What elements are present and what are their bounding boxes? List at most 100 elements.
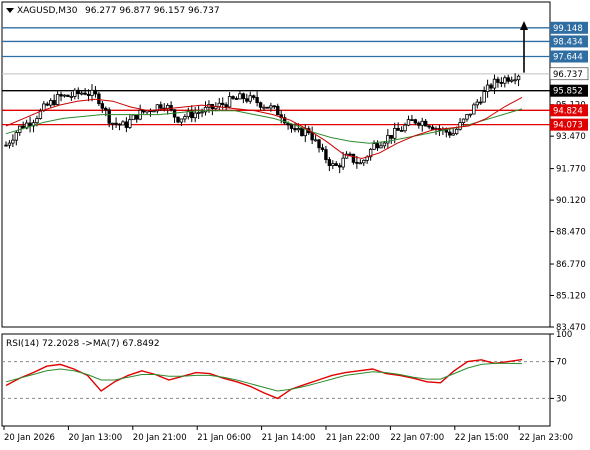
candle-body	[24, 122, 29, 129]
candle-body	[110, 122, 115, 125]
x-tick-label: 22 Jan 15:00	[455, 433, 509, 443]
candle-body	[423, 120, 428, 127]
candle-body	[121, 121, 125, 126]
candle-body	[196, 112, 201, 114]
x-tick-label: 21 Jan 22:00	[326, 433, 380, 443]
arrow-head	[520, 20, 528, 30]
candle-body	[55, 94, 60, 106]
candle-body	[348, 153, 352, 156]
candle-body	[403, 124, 407, 132]
candle-body	[104, 107, 108, 111]
candle-body	[406, 119, 411, 126]
candle-body	[344, 153, 349, 159]
level-badge	[550, 50, 588, 63]
y-tick-label: 93.470	[556, 132, 586, 142]
level-badge-label: 95.852	[553, 87, 583, 97]
candle-body	[28, 122, 32, 127]
current-price-badge	[549, 67, 589, 81]
level-badge-label: 98.434	[553, 37, 583, 47]
candle-body	[417, 122, 421, 126]
level-badge-label: 97.644	[553, 53, 583, 63]
candle-body	[324, 149, 328, 160]
level-badge	[550, 21, 588, 34]
candle-body	[159, 104, 163, 109]
current-price-label: 96.737	[553, 70, 583, 80]
candle-body	[503, 77, 507, 84]
level-badge-label: 94.824	[553, 106, 583, 116]
candle-body	[124, 121, 129, 128]
candle-body	[7, 142, 12, 146]
candle-body	[11, 139, 15, 144]
level-badge	[550, 104, 588, 117]
candle-body	[389, 135, 393, 139]
candle-body	[296, 128, 301, 131]
y-tick-label: 88.470	[556, 228, 586, 238]
up-arrow-icon[interactable]	[520, 20, 528, 73]
candle-body	[193, 112, 197, 119]
level-badge-label: 99.148	[553, 24, 583, 34]
candle-body	[458, 122, 462, 130]
candlesticks	[4, 73, 521, 174]
candle-body	[276, 105, 280, 116]
candle-body	[393, 127, 397, 139]
candle-body	[45, 103, 49, 106]
y-tick-label: 91.770	[556, 165, 586, 175]
candle-body	[289, 124, 294, 129]
rsi-series-line	[5, 362, 523, 392]
candle-body	[35, 118, 39, 124]
candle-body	[203, 106, 208, 113]
candle-body	[420, 120, 424, 126]
x-tick-label: 20 Jan 13:00	[68, 433, 122, 443]
candle-body	[461, 118, 466, 124]
candle-body	[485, 84, 490, 92]
candle-body	[334, 163, 338, 166]
candle-body	[355, 161, 359, 164]
y-tick-label: 85.120	[556, 292, 586, 302]
candle-body	[251, 95, 256, 98]
candle-body	[86, 93, 91, 96]
candle-body	[245, 98, 249, 102]
price-badges: 99.148 98.434 97.644 95.852 94.824 94.073 96.7…	[549, 21, 589, 131]
candle-body	[310, 132, 314, 141]
candle-body	[372, 143, 376, 150]
candle-body	[262, 106, 266, 109]
candle-body	[97, 93, 101, 105]
candle-body	[93, 89, 98, 95]
x-tick-label: 21 Jan 06:00	[197, 433, 251, 443]
candle-body	[496, 78, 500, 83]
triangle-down-icon[interactable]	[6, 8, 14, 13]
candle-body	[200, 111, 204, 114]
candle-body	[265, 106, 270, 109]
candle-body	[169, 105, 173, 111]
candle-body	[52, 100, 56, 106]
candle-body	[317, 139, 321, 149]
candle-body	[320, 147, 325, 150]
rsi-series-line	[5, 358, 523, 400]
candle-body	[337, 165, 342, 168]
candle-body	[272, 105, 277, 108]
candle-body	[217, 102, 221, 107]
candle-body	[516, 75, 521, 81]
y-tick-label: 83.470	[556, 323, 586, 333]
candle-body	[430, 126, 435, 130]
moving-averages	[5, 96, 523, 160]
candle-body	[331, 163, 335, 166]
candle-body	[155, 104, 160, 112]
candle-body	[482, 91, 486, 103]
candle-body	[234, 98, 239, 100]
x-tick-label: 20 Jan 21:00	[133, 433, 187, 443]
candle-body	[135, 114, 139, 120]
candle-body	[379, 145, 383, 149]
y-tick-label: 86.770	[556, 260, 586, 270]
candle-body	[479, 101, 483, 104]
ohlc-readout: 96.277 96.877 96.157 96.737	[85, 6, 220, 16]
symbol-label: XAGUSD,M30	[17, 6, 78, 16]
candle-body	[475, 101, 479, 106]
candle-body	[448, 131, 452, 136]
candle-body	[4, 144, 8, 147]
candle-body	[128, 119, 132, 128]
candle-body	[14, 132, 19, 141]
candle-body	[152, 110, 156, 113]
candle-body	[341, 157, 345, 168]
